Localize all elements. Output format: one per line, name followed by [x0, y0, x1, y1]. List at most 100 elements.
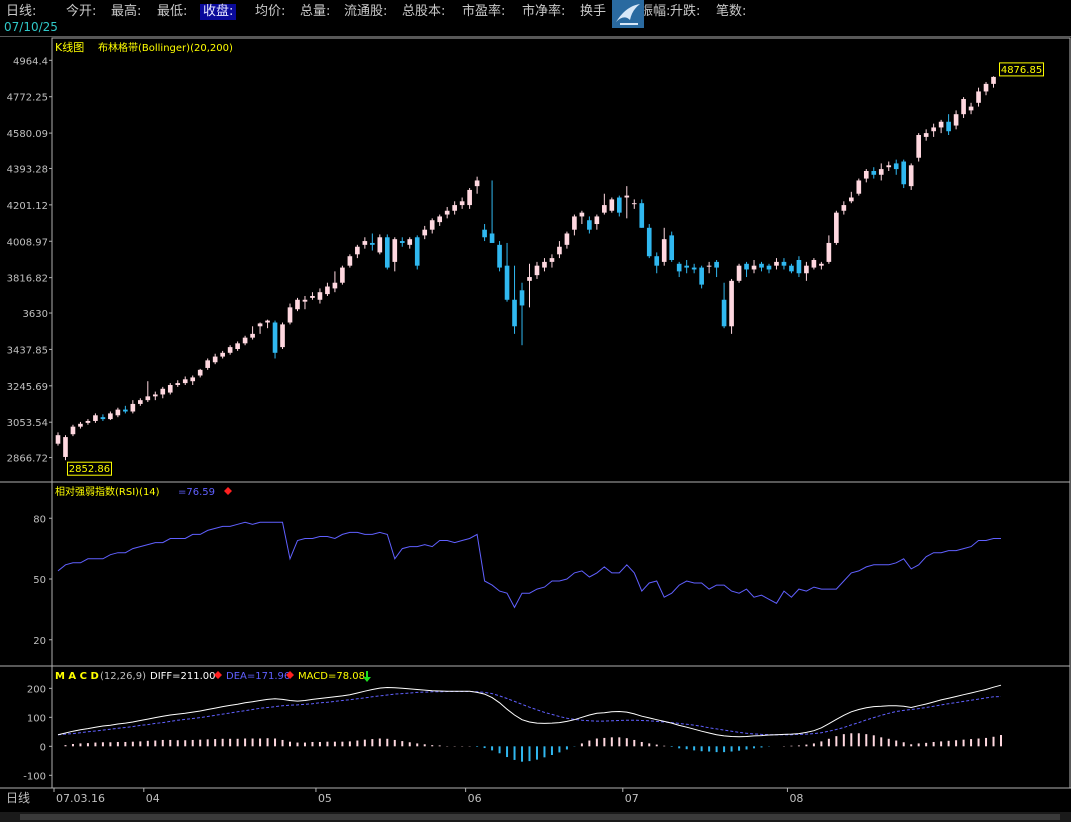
- candle-body: [384, 237, 390, 268]
- x-tick-label: 04: [146, 792, 160, 805]
- daily-label: 日线:: [6, 4, 37, 19]
- candle-body: [669, 235, 675, 260]
- diff-line: [57, 684, 1002, 738]
- close-label[interactable]: 收盘:: [200, 4, 237, 20]
- candle-body: [774, 261, 779, 266]
- candle-body: [819, 263, 824, 266]
- candle-body: [841, 205, 847, 211]
- candle-body: [422, 229, 428, 236]
- candle-body: [138, 400, 143, 404]
- candle-body: [587, 220, 592, 230]
- candle-body: [878, 169, 884, 175]
- candle-body: [302, 299, 308, 302]
- candle-body: [766, 265, 772, 270]
- turnover-label: 换手: [580, 4, 607, 19]
- min-price-label: 2852.86: [69, 464, 110, 475]
- current-date: 07/10/25: [4, 20, 58, 34]
- candle-body: [63, 437, 68, 457]
- candle-body: [564, 233, 570, 245]
- candle-body: [429, 220, 435, 230]
- candle-body: [242, 337, 248, 344]
- max-price-box: [999, 62, 1045, 77]
- candle-body: [93, 415, 98, 421]
- candle-body: [227, 347, 233, 353]
- stock-chart-area[interactable]: 4964.4 4772.25 4580.09 4393.28 4201.12 4008.9…: [0, 36, 1071, 812]
- kline-y-tick: 4580.09: [7, 129, 48, 140]
- candle-body: [235, 343, 240, 350]
- candle-body: [250, 333, 255, 338]
- candle-body: [931, 127, 936, 132]
- rsi-value: =76.59: [178, 487, 215, 498]
- candle-body: [482, 229, 487, 238]
- rsi-y-tick: 80: [33, 514, 46, 525]
- rsi-y-tick: 50: [33, 575, 46, 586]
- candle-body: [871, 170, 877, 175]
- candle-body: [961, 99, 966, 115]
- candle-body: [123, 409, 128, 412]
- quote-header-bar: 日线: 今开: 最高: 最低: 收盘: 均价: 总量: 流通股: 总股本: 市盈率: 市净率: 换手 振…: [0, 0, 1071, 36]
- candle-body: [557, 246, 562, 255]
- candle-body: [751, 265, 757, 270]
- candle-body: [287, 307, 293, 323]
- total-shares-label: 总股本:: [402, 4, 446, 19]
- candle-body: [459, 201, 465, 206]
- candle-body: [182, 379, 188, 384]
- candle-body: [474, 180, 480, 187]
- candle-body: [646, 227, 652, 257]
- candle-body: [893, 163, 899, 170]
- candle-body: [796, 260, 802, 274]
- pb-ratio-label: 市净率:: [522, 4, 566, 19]
- candle-body: [489, 233, 495, 243]
- candle-body: [340, 267, 345, 283]
- trade-count-label: 笔数:: [716, 4, 747, 19]
- candle-body: [579, 212, 585, 217]
- candle-body: [639, 203, 645, 228]
- kline-y-tick: 2866.72: [7, 454, 48, 465]
- candle-body: [676, 263, 682, 272]
- rsi-title: 相对强弱指数(RSI)(14): [55, 485, 160, 498]
- app-logo-icon: [612, 0, 644, 28]
- kline-y-tick: 4772.25: [7, 93, 48, 104]
- candle-body: [631, 203, 637, 205]
- candle-body: [759, 263, 764, 268]
- diff-arrow-icon: [214, 671, 222, 679]
- kline-y-tick: 3816.82: [7, 274, 48, 285]
- candle-body: [497, 244, 502, 268]
- macd-y-tick: 100: [27, 713, 46, 724]
- candle-body: [609, 199, 615, 211]
- x-tick-label: 05: [318, 792, 332, 805]
- min-price-box: [66, 461, 112, 476]
- candle-body: [362, 241, 368, 245]
- candle-body: [744, 263, 749, 270]
- candle-body: [714, 261, 719, 268]
- x-tick-label: 06: [468, 792, 482, 805]
- avg-label: 均价:: [255, 4, 286, 19]
- candle-body: [317, 292, 323, 300]
- macd-title: M A C D: [55, 671, 99, 682]
- open-label: 今开:: [66, 4, 97, 19]
- rsi-line: [57, 521, 1001, 609]
- candle-body: [452, 205, 457, 211]
- macd-y-tick: 200: [27, 684, 46, 695]
- amplitude-label: 振幅:: [640, 4, 671, 19]
- candle-body: [332, 282, 338, 289]
- candle-body: [781, 261, 787, 266]
- horizontal-scrollbar[interactable]: [20, 814, 1060, 820]
- candle-body: [175, 383, 181, 385]
- candle-body: [190, 377, 196, 382]
- candle-body: [976, 91, 981, 103]
- candle-body: [145, 396, 151, 401]
- candle-body: [70, 426, 76, 435]
- candle-body: [804, 265, 809, 274]
- candle-body: [512, 299, 517, 327]
- high-label: 最高:: [111, 4, 142, 19]
- kline-panel-border: [51, 37, 1071, 483]
- candle-body: [811, 260, 817, 268]
- float-shares-label: 流通股:: [344, 4, 388, 19]
- candle-body: [856, 180, 862, 194]
- kline-y-tick: 4008.97: [7, 237, 48, 248]
- candle-body: [444, 210, 450, 215]
- candle-body: [55, 435, 61, 444]
- candle-body: [901, 161, 907, 185]
- candle-body: [953, 114, 959, 126]
